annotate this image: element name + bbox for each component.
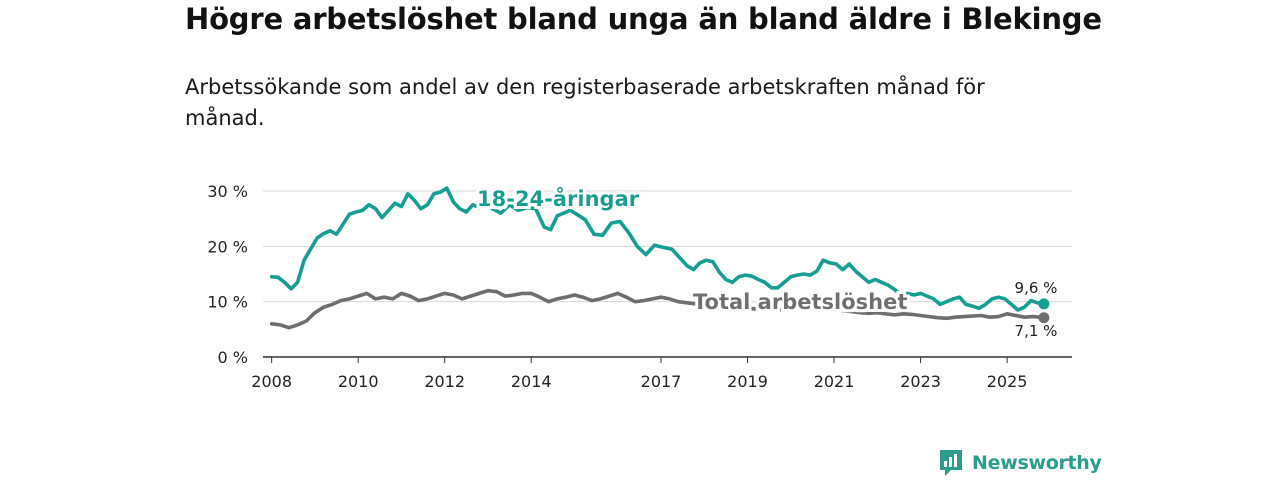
- end-point-youth: [1038, 298, 1050, 310]
- series-line-total: [269, 288, 1046, 330]
- y-tick-label: 10 %: [207, 293, 248, 312]
- y-tick-label: 20 %: [207, 237, 248, 256]
- x-tick-label: 2012: [424, 372, 465, 391]
- y-tick-label: 0 %: [218, 348, 248, 367]
- newsworthy-logo-icon: [940, 450, 962, 476]
- y-tick-label: 30 %: [207, 182, 248, 201]
- series-line-youth: [269, 186, 1046, 312]
- x-tick-label: 2010: [338, 372, 379, 391]
- x-tick-label: 2023: [900, 372, 941, 391]
- end-label-youth: 9,6 %: [1015, 279, 1058, 297]
- x-tick-label: 2017: [641, 372, 682, 391]
- x-tick-label: 2008: [251, 372, 292, 391]
- end-point-total: [1038, 312, 1050, 324]
- chart-subtitle: Arbetssökande som andel av den registerb…: [185, 75, 985, 130]
- axes: 0 % 10 % 20 % 30 % 2008 2010 2012 2014 2017 2019 2…: [207, 182, 1072, 391]
- brand-name: Newsworthy: [972, 452, 1102, 474]
- newsworthy-logo: Newsworthy: [938, 448, 1102, 478]
- series-label-youth: 18-24-åringar: [477, 186, 640, 211]
- series-lines: [269, 186, 1050, 330]
- x-tick-label: 2025: [987, 372, 1028, 391]
- x-tick-label: 2021: [814, 372, 855, 391]
- series-label-total: Total arbetslöshet: [693, 290, 907, 314]
- x-tick-label: 2014: [511, 372, 552, 391]
- grid-lines: [263, 190, 1072, 303]
- end-label-total: 7,1 %: [1015, 322, 1058, 340]
- series-labels: 9,6 % 7,1 % 18-24-åringar Total arbetslöshe…: [477, 186, 1057, 340]
- chart-title: Högre arbetslöshet bland unga än bland ä…: [185, 2, 1102, 36]
- x-tick-label: 2019: [727, 372, 768, 391]
